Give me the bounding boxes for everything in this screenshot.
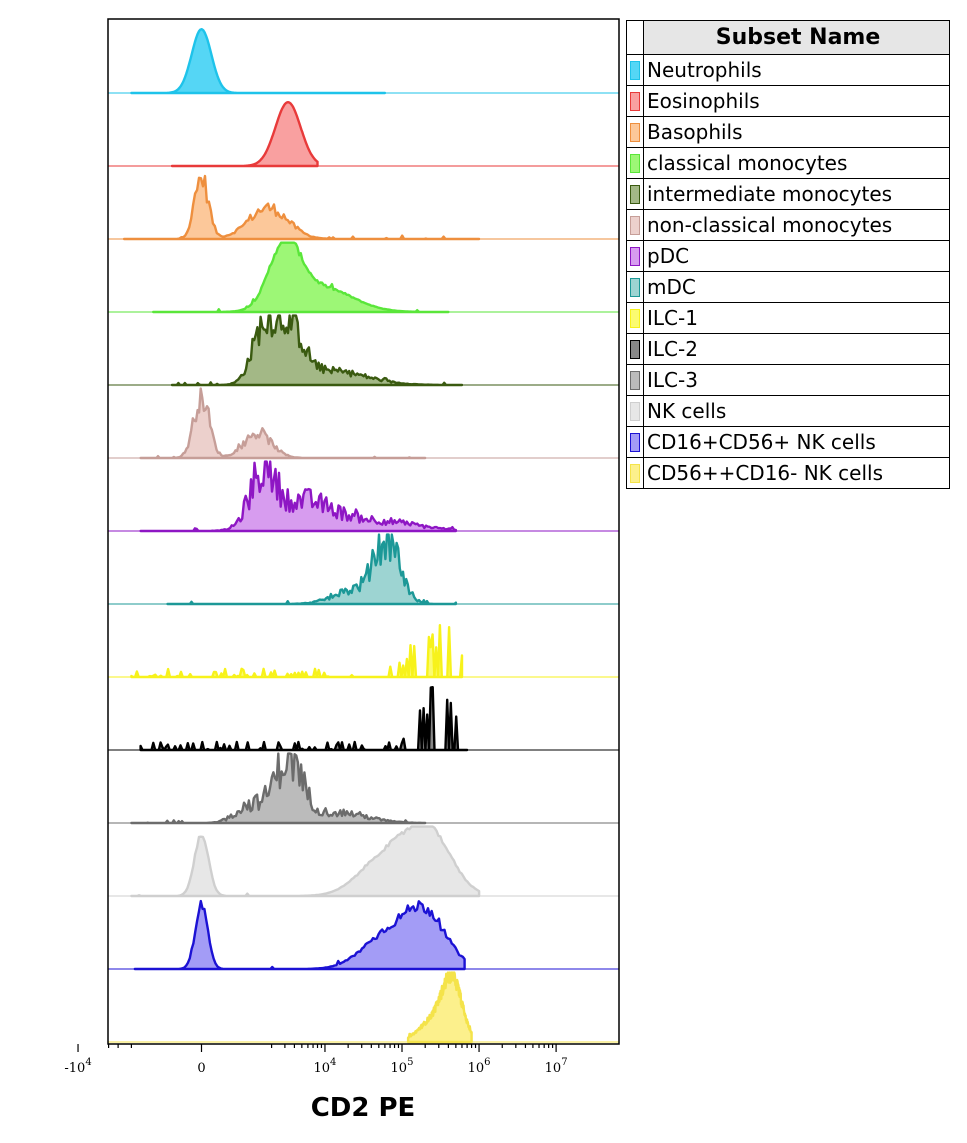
legend-item: non-classical monocytes	[626, 209, 950, 241]
legend-swatch-cell	[626, 240, 644, 272]
legend-label: non-classical monocytes	[643, 209, 950, 241]
legend-swatch-cell	[626, 302, 644, 334]
histogram-curve	[122, 174, 481, 241]
histogram-lanes	[108, 28, 619, 1044]
legend-item: intermediate monocytes	[626, 178, 950, 210]
legend-label: Eosinophils	[643, 85, 950, 117]
legend-swatch	[630, 216, 640, 235]
histogram-lane-cd16-cd56-nk-cells	[108, 899, 619, 971]
legend-label: ILC-3	[643, 364, 950, 396]
legend-swatch	[630, 340, 640, 359]
histogram-curve	[152, 241, 450, 314]
legend-swatch-cell	[626, 426, 644, 458]
legend-label: Neutrophils	[643, 54, 950, 86]
histogram-curve	[130, 825, 481, 898]
legend-swatch	[630, 154, 640, 173]
legend-swatch-cell	[626, 116, 644, 148]
histogram-lane-cd56-cd16-nk-cells	[108, 971, 619, 1044]
histogram-lane-ilc-3	[108, 752, 619, 825]
legend-title: Subset Name	[643, 20, 950, 55]
legend-swatch	[630, 402, 640, 421]
legend-swatch	[630, 371, 640, 390]
histogram-lane-pdc	[108, 460, 619, 533]
legend-item: Eosinophils	[626, 85, 950, 117]
legend-swatch-cell	[626, 364, 644, 396]
x-tick-label: 0	[197, 1061, 205, 1076]
legend-swatch-cell	[626, 178, 644, 210]
legend-label: CD56++CD16- NK cells	[643, 457, 950, 489]
legend-swatch	[630, 61, 640, 80]
legend-swatch-cell	[626, 85, 644, 117]
legend-label: CD16+CD56+ NK cells	[643, 426, 950, 458]
histogram-curve	[130, 752, 427, 825]
legend-swatch	[630, 92, 640, 111]
histogram-curve	[139, 686, 469, 752]
legend-swatch-cell	[626, 333, 644, 365]
legend-item: pDC	[626, 240, 950, 272]
plot-frame	[107, 18, 620, 1045]
legend-item: Basophils	[626, 116, 950, 148]
histogram-curve	[139, 460, 458, 533]
histogram-curve	[406, 971, 473, 1044]
legend-header-row: Subset Name	[626, 20, 950, 55]
legend-item: ILC-3	[626, 364, 950, 396]
histogram-curve	[139, 387, 427, 460]
x-tick-label: 105	[391, 1057, 414, 1076]
histogram-lane-intermediate-monocytes	[108, 314, 619, 387]
legend: Subset Name Neutrophils Eosinophils Basoph…	[626, 20, 950, 489]
legend-swatch	[630, 123, 640, 142]
legend-item: Neutrophils	[626, 54, 950, 86]
histogram-lane-eosinophils	[108, 101, 619, 168]
legend-item: ILC-1	[626, 302, 950, 334]
histogram-lane-ilc-1	[108, 624, 619, 679]
legend-item: CD56++CD16- NK cells	[626, 457, 950, 489]
legend-label: pDC	[643, 240, 950, 272]
legend-item: ILC-2	[626, 333, 950, 365]
legend-swatch-cell	[626, 457, 644, 489]
legend-label: intermediate monocytes	[643, 178, 950, 210]
legend-swatch	[630, 433, 640, 452]
x-tick-label: -104	[64, 1057, 91, 1076]
histogram-curve	[166, 533, 458, 606]
legend-swatch	[630, 278, 640, 297]
legend-header-spacer	[626, 20, 644, 55]
histogram-lane-non-classical-monocytes	[108, 387, 619, 460]
legend-item: CD16+CD56+ NK cells	[626, 426, 950, 458]
x-tick-label: 106	[468, 1057, 491, 1076]
legend-swatch	[630, 185, 640, 204]
histogram-curve	[170, 314, 464, 387]
histogram-lane-neutrophils	[108, 28, 619, 95]
histogram-lane-classical-monocytes	[108, 241, 619, 314]
histogram-lane-ilc-2	[108, 686, 619, 752]
histogram-curve	[133, 899, 466, 971]
legend-swatch-cell	[626, 54, 644, 86]
legend-swatch	[630, 464, 640, 483]
histogram-curve	[130, 28, 387, 95]
histogram-lane-mdc	[108, 533, 619, 606]
x-axis-title: CD2 PE	[311, 1093, 416, 1123]
legend-swatch-cell	[626, 395, 644, 427]
legend-label: ILC-1	[643, 302, 950, 334]
legend-swatch	[630, 247, 640, 266]
legend-swatch-cell	[626, 209, 644, 241]
legend-label: mDC	[643, 271, 950, 303]
legend-label: Basophils	[643, 116, 950, 148]
legend-item: classical monocytes	[626, 147, 950, 179]
legend-swatch	[630, 309, 640, 328]
x-tick-label: 107	[545, 1057, 568, 1076]
x-axis: -104 0 104 105 106 107	[64, 1044, 568, 1076]
legend-label: NK cells	[643, 395, 950, 427]
x-tick-label: 104	[314, 1057, 337, 1076]
legend-swatch-cell	[626, 271, 644, 303]
legend-item: mDC	[626, 271, 950, 303]
legend-label: classical monocytes	[643, 147, 950, 179]
histogram-curve	[170, 101, 319, 168]
histogram-lane-nk-cells	[108, 825, 619, 898]
histogram-curve	[130, 624, 464, 679]
legend-swatch-cell	[626, 147, 644, 179]
legend-label: ILC-2	[643, 333, 950, 365]
legend-item: NK cells	[626, 395, 950, 427]
histogram-lane-basophils	[108, 174, 619, 241]
